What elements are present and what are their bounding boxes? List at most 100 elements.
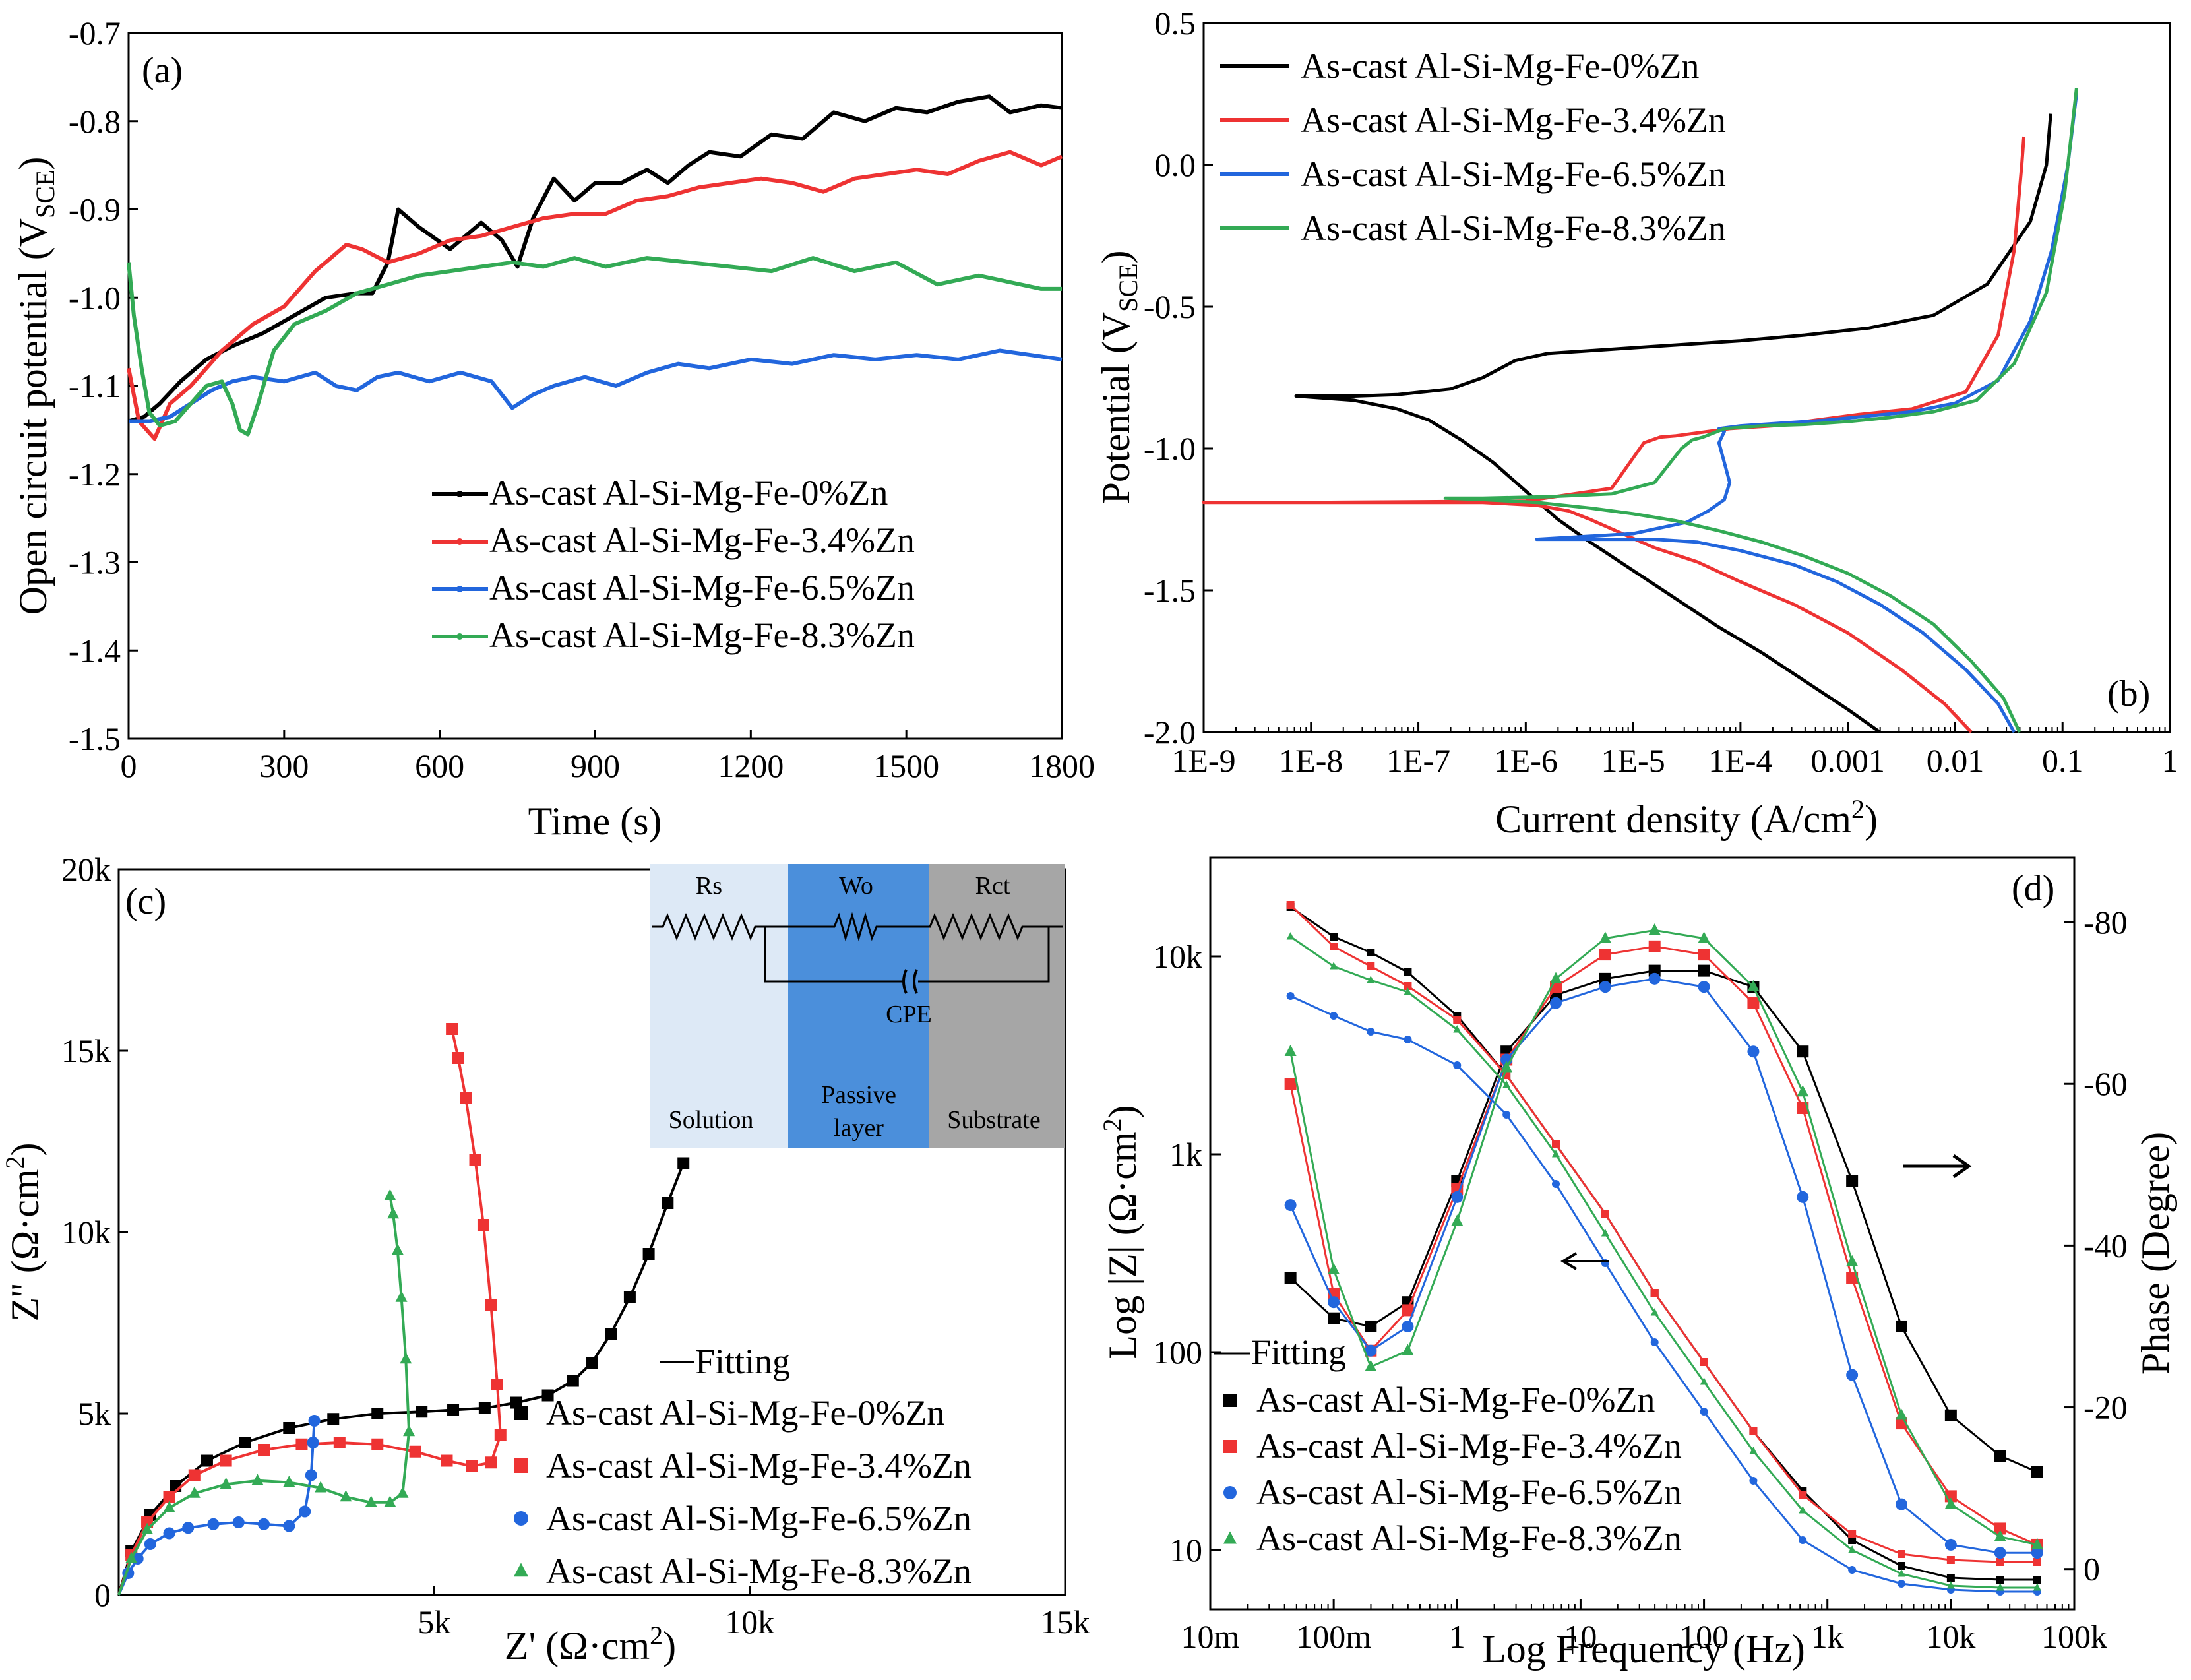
- data-marker: [1367, 976, 1375, 983]
- data-marker: [677, 1157, 690, 1169]
- data-marker: [1451, 1191, 1464, 1203]
- data-marker: [1946, 1574, 1955, 1582]
- y-tick-label: 0: [94, 1576, 111, 1613]
- x-tick-label: 0.1: [2042, 742, 2083, 779]
- fit-line-3: [117, 1195, 411, 1596]
- data-marker: [1552, 1140, 1560, 1148]
- x-axis-label: Time (s): [528, 799, 662, 843]
- y-right-tick-label: -40: [2083, 1227, 2128, 1264]
- legend-entry: As-cast Al-Si-Mg-Fe-0%Zn: [1301, 46, 1699, 86]
- y-axis-label-right: Phase (Degree): [2134, 1132, 2177, 1375]
- data-marker: [1284, 1044, 1297, 1056]
- y-tick-label: -1.5: [69, 720, 121, 757]
- data-marker: [485, 1456, 497, 1469]
- x-tick-label: 1E-5: [1601, 742, 1665, 779]
- data-marker: [1797, 1045, 1809, 1058]
- legend-entry: As-cast Al-Si-Mg-Fe-0%Zn: [489, 473, 888, 513]
- y-tick-label: 15k: [61, 1032, 111, 1069]
- data-marker: [1848, 1545, 1857, 1553]
- data-marker: [201, 1454, 213, 1467]
- legend-entry: As-cast Al-Si-Mg-Fe-8.3%Zn: [1301, 208, 1726, 248]
- data-marker: [1550, 997, 1562, 1009]
- data-marker: [1994, 1450, 2006, 1462]
- legend-entry: As-cast Al-Si-Mg-Fe-6.5%Zn: [1301, 154, 1726, 194]
- data-marker: [485, 1299, 497, 1311]
- data-marker: [662, 1197, 674, 1209]
- data-marker: [447, 1404, 460, 1416]
- solution-label: Solution: [669, 1106, 754, 1134]
- data-marker: [1367, 962, 1375, 970]
- series-line-0: [128, 94, 1063, 423]
- data-marker: [125, 1551, 138, 1563]
- data-marker: [1799, 1491, 1807, 1499]
- data-marker: [1848, 1566, 1857, 1574]
- data-marker: [1453, 1016, 1462, 1024]
- x-tick-label: 0.001: [1810, 742, 1885, 779]
- data-marker: [1223, 1486, 1237, 1499]
- data-marker: [283, 1476, 295, 1487]
- x-tick-label: 1200: [718, 747, 784, 784]
- data-marker: [1650, 1308, 1659, 1316]
- data-marker: [477, 1219, 489, 1231]
- data-marker: [1747, 980, 1760, 991]
- data-marker: [308, 1415, 321, 1427]
- data-marker: [1996, 1558, 2004, 1566]
- data-marker: [1330, 943, 1338, 950]
- plot-frame: [1209, 856, 2076, 1611]
- x-tick-label: 1500: [873, 747, 939, 784]
- data-marker: [283, 1520, 295, 1532]
- data-marker: [1404, 1036, 1412, 1043]
- data-marker: [333, 1437, 346, 1448]
- data-marker: [1599, 949, 1611, 961]
- data-marker: [1328, 1262, 1340, 1274]
- data-marker: [144, 1538, 156, 1550]
- legend-entry: As-cast Al-Si-Mg-Fe-8.3%Zn: [1256, 1518, 1682, 1558]
- substrate-label: Substrate: [947, 1106, 1040, 1134]
- data-marker: [1700, 1358, 1708, 1366]
- series-line-3: [127, 256, 1062, 437]
- y-tick-label: -1.2: [69, 456, 121, 493]
- data-marker: [1330, 1012, 1338, 1020]
- x-tick-label: 10k: [725, 1603, 774, 1640]
- data-marker: [1944, 1497, 1957, 1509]
- panel-label: (a): [142, 50, 183, 91]
- y-tick-label: -0.8: [69, 103, 121, 140]
- data-marker: [1700, 1408, 1708, 1416]
- data-marker: [409, 1445, 421, 1458]
- x-tick-label: 10: [1564, 1618, 1597, 1655]
- legend-entry: As-cast Al-Si-Mg-Fe-8.3%Zn: [489, 615, 915, 655]
- data-marker: [1552, 1180, 1560, 1188]
- data-marker: [1749, 1447, 1758, 1454]
- circuit-wire-parallel: [764, 927, 905, 983]
- data-marker: [1286, 932, 1295, 940]
- data-marker: [1402, 1304, 1414, 1317]
- equivalent-circuit-inset: Rs Wo Rct CPE Solution Passive layer Sub…: [650, 864, 1065, 1148]
- x-tick-label: 10k: [1926, 1618, 1975, 1655]
- legend-swatch-marker: [456, 538, 463, 545]
- cpe-label: CPE: [886, 1001, 932, 1028]
- data-marker: [163, 1491, 175, 1503]
- data-marker: [514, 1511, 528, 1526]
- panel-b-polarization-chart: (b) 1E-9 1E-8 1E-7 1E-6 1E-5 1E-4 0.001 0.01 0.1…: [1094, 5, 2178, 841]
- data-marker: [1700, 1377, 1708, 1385]
- x-tick-label: 1800: [1029, 747, 1095, 784]
- x-tick-label: 1: [2162, 742, 2178, 779]
- circuit-wire: [652, 912, 1063, 942]
- data-marker: [605, 1328, 617, 1340]
- y-tick-label: -0.7: [69, 15, 121, 51]
- data-marker: [1223, 1440, 1237, 1453]
- fit-line-1: [117, 1028, 502, 1596]
- data-marker: [305, 1469, 317, 1481]
- data-marker: [2031, 1538, 2043, 1549]
- y-right-tick-label: -20: [2083, 1389, 2128, 1426]
- data-marker: [163, 1501, 175, 1512]
- data-marker: [188, 1469, 201, 1481]
- data-marker: [1797, 1191, 1809, 1203]
- data-marker: [384, 1495, 396, 1507]
- data-marker: [1846, 1369, 1859, 1381]
- x-axis-label: Z' (Ω·cm2): [505, 1621, 676, 1667]
- series-group: [1202, 88, 2078, 734]
- legend-fit-label: Fitting: [695, 1342, 790, 1381]
- legend-entry: As-cast Al-Si-Mg-Fe-3.4%Zn: [546, 1446, 972, 1485]
- rs-label: Rs: [696, 872, 722, 900]
